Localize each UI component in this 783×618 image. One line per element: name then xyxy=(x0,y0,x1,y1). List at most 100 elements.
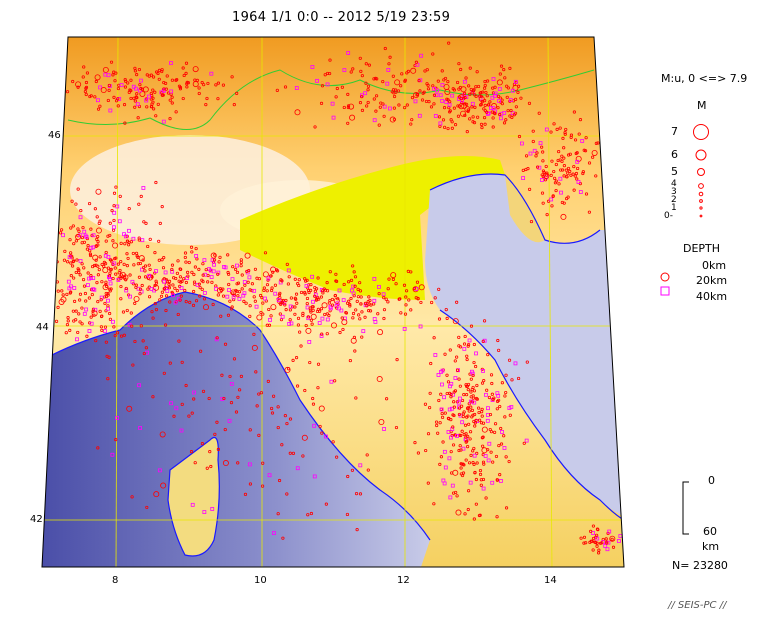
epicenter-point xyxy=(122,333,126,337)
epicenter-point xyxy=(333,379,337,383)
epicenter-point xyxy=(493,85,497,89)
epicenter-point xyxy=(105,354,109,358)
epicenter-point xyxy=(82,311,87,316)
epicenter-point xyxy=(535,165,540,169)
epicenter-point xyxy=(461,446,466,451)
y-tick-label: 46 xyxy=(48,130,61,141)
epicenter-point xyxy=(482,107,486,111)
epicenter-point xyxy=(286,282,290,286)
epicenter-point xyxy=(396,89,401,93)
x-tick-label: 14 xyxy=(544,575,557,586)
epicenter-point xyxy=(148,267,152,272)
epicenter-point xyxy=(537,165,542,170)
epicenter-point xyxy=(447,407,452,412)
epicenter-point xyxy=(481,435,485,439)
epicenter-point xyxy=(506,86,510,90)
epicenter-point xyxy=(503,394,507,398)
epicenter-points xyxy=(42,41,623,555)
epicenter-point xyxy=(94,79,98,84)
epicenter-point xyxy=(69,274,73,278)
epicenter-point xyxy=(358,317,362,321)
epicenter-point xyxy=(388,55,392,59)
epicenter-point xyxy=(552,122,556,126)
epicenter-point xyxy=(77,229,81,233)
epicenter-point xyxy=(345,301,350,305)
epicenter-point xyxy=(479,478,483,482)
epicenter-point xyxy=(467,409,471,413)
epicenter-point xyxy=(160,205,164,209)
epicenter-point xyxy=(383,46,387,51)
epicenter-point xyxy=(425,68,429,72)
epicenter-point xyxy=(137,202,141,206)
x-tick-label: 8 xyxy=(112,575,118,586)
epicenter-point xyxy=(478,472,483,477)
epicenter-point xyxy=(348,358,352,363)
epicenter-point xyxy=(445,97,449,101)
epicenter-point xyxy=(100,262,104,267)
epicenter-point xyxy=(59,87,63,91)
epicenter-point xyxy=(403,106,407,110)
epicenter-point xyxy=(376,376,383,383)
epicenter-point xyxy=(474,364,478,369)
epicenter-point xyxy=(178,298,182,302)
epicenter-point xyxy=(221,294,226,298)
epicenter-point xyxy=(540,145,544,149)
tyrrhenian-sea xyxy=(42,292,430,567)
epicenter-point xyxy=(319,307,324,311)
epicenter-point xyxy=(574,171,579,176)
epicenter-point xyxy=(311,396,315,401)
epicenter-point xyxy=(442,106,447,110)
epicenter-point xyxy=(56,305,60,309)
epicenter-point xyxy=(464,458,468,462)
epicenter-point xyxy=(106,292,110,296)
epicenter-point xyxy=(189,245,194,249)
epicenter-point xyxy=(87,329,92,333)
epicenter-point xyxy=(499,479,503,483)
epicenter-point xyxy=(572,188,576,192)
epicenter-point xyxy=(111,73,115,77)
epicenter-point xyxy=(469,390,473,394)
epicenter-point xyxy=(468,430,473,434)
epicenter-point xyxy=(541,174,545,179)
epicenter-point xyxy=(487,441,492,446)
epicenter-point xyxy=(81,277,86,282)
epicenter-point xyxy=(482,319,487,323)
epicenter-point xyxy=(504,390,508,395)
epicenter-point xyxy=(516,376,521,381)
epicenter-point xyxy=(513,361,518,366)
epicenter-point xyxy=(430,300,434,305)
epicenter-point xyxy=(568,152,572,156)
epicenter-point xyxy=(443,352,447,356)
epicenter-point xyxy=(138,292,142,296)
epicenter-point xyxy=(102,264,106,268)
epicenter-point xyxy=(148,237,152,241)
epicenter-point xyxy=(512,113,516,117)
epicenter-point xyxy=(470,408,475,412)
epicenter-point xyxy=(474,502,478,506)
epicenter-point xyxy=(103,325,108,329)
epicenter-point xyxy=(100,328,104,332)
epicenter-point xyxy=(162,279,167,284)
epicenter-point xyxy=(240,287,244,291)
epicenter-point xyxy=(216,287,223,294)
epicenter-point xyxy=(482,115,487,120)
epicenter-point xyxy=(482,379,486,383)
epicenter-point xyxy=(527,101,532,105)
epicenter-point xyxy=(67,255,72,260)
epicenter-point xyxy=(96,240,100,244)
epicenter-point xyxy=(469,405,473,409)
epicenter-point xyxy=(239,264,243,268)
epicenter-point xyxy=(106,298,110,303)
epicenter-point xyxy=(568,169,572,173)
depth-label: 20km xyxy=(696,274,728,287)
epicenter-point xyxy=(227,272,231,276)
epicenter-point xyxy=(374,109,378,113)
epicenter-point xyxy=(304,284,309,288)
epicenter-point xyxy=(271,394,276,398)
epicenter-point xyxy=(459,448,463,452)
epicenter-point xyxy=(486,406,490,411)
epicenter-point xyxy=(111,239,115,243)
epicenter-point xyxy=(384,297,388,301)
epicenter-point xyxy=(451,425,455,429)
epicenter-point xyxy=(529,219,534,224)
